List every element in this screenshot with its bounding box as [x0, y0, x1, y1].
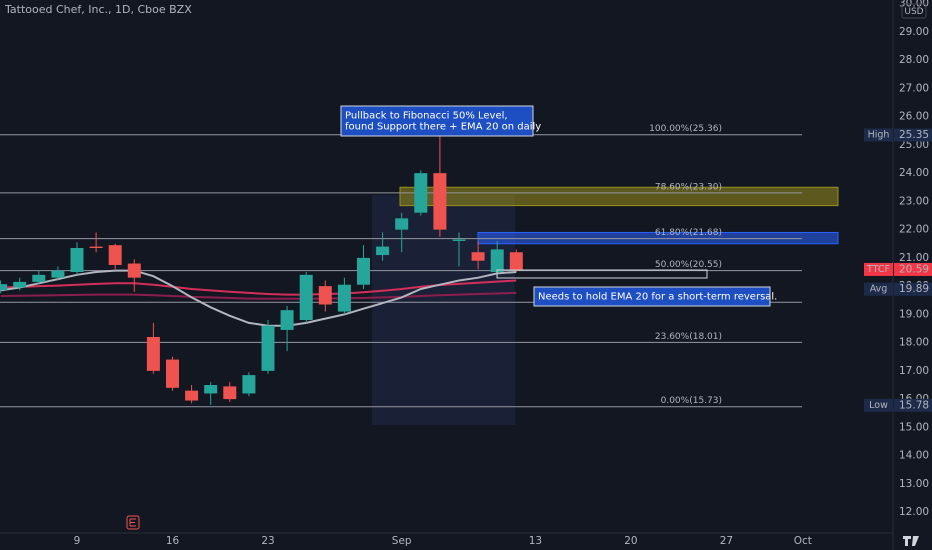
- x-tick-label: 20: [624, 535, 637, 547]
- badge-price: 15.78: [899, 399, 929, 411]
- annotation-text: Pullback to Fibonacci 50% Level,: [345, 111, 508, 122]
- earnings-icon: [126, 515, 140, 530]
- fib-label: 23.60%(18.01): [655, 332, 722, 342]
- badge-price: 25.35: [899, 129, 929, 141]
- x-tick-label: 23: [261, 535, 274, 547]
- moving-average: [0, 291, 517, 300]
- candle-body: [89, 246, 103, 248]
- x-tick-label: Oct: [794, 535, 812, 547]
- y-tick-label: 26.00: [899, 111, 929, 123]
- hold-zone: [496, 269, 708, 279]
- candle-body: [127, 263, 141, 278]
- zone: [477, 231, 839, 245]
- candle-body: [146, 336, 160, 371]
- y-tick-label: 18.00: [899, 337, 929, 349]
- candle-body: [261, 325, 275, 371]
- candle-body: [32, 274, 46, 282]
- badge-price-bg: [894, 398, 932, 412]
- currency-box: [901, 3, 927, 19]
- y-tick-label: 12.00: [899, 506, 929, 518]
- candle-body: [242, 375, 256, 394]
- candle-body: [299, 274, 313, 321]
- y-tick-label: 22.00: [899, 224, 929, 236]
- y-tick-label: 19.00: [899, 308, 929, 320]
- candle-body: [318, 286, 332, 305]
- candle-body: [357, 257, 370, 285]
- candle-body: [280, 310, 294, 330]
- badge-price-bg: [894, 262, 932, 276]
- candle-body: [509, 252, 523, 270]
- annotation-box: [533, 286, 771, 307]
- x-tick-label: 9: [74, 535, 81, 547]
- badge-name-bg: [864, 282, 893, 296]
- badge-name: High: [868, 130, 890, 141]
- y-tick-label: 17.00: [899, 365, 929, 377]
- badge-name: Low: [869, 400, 888, 411]
- x-tick-label: 13: [529, 535, 542, 547]
- candle-body: [204, 384, 218, 394]
- fib-label: 61.80%(21.68): [655, 228, 722, 238]
- y-tick-label: 30.00: [899, 0, 929, 10]
- y-tick-label: 15.00: [899, 421, 929, 433]
- badge-name: Avg: [870, 284, 888, 295]
- currency: USD: [904, 7, 923, 17]
- annotation-text: Needs to hold EMA 20 for a short-term re…: [538, 292, 777, 303]
- candle-body: [337, 284, 351, 312]
- zone: [399, 186, 839, 207]
- candle-body: [166, 359, 179, 388]
- y-tick-label: 27.00: [899, 82, 929, 94]
- candle-body: [223, 386, 237, 400]
- y-tick-label: 23.00: [899, 195, 929, 207]
- candle-body: [0, 284, 8, 291]
- x-tick-label: Sep: [392, 535, 412, 547]
- y-tick-label: 14.00: [899, 450, 929, 462]
- badge-price-bg: [894, 282, 932, 296]
- badge-name-bg: [864, 128, 893, 142]
- candle-body: [433, 173, 447, 230]
- fib-label: 78.60%(23.30): [655, 182, 722, 192]
- candle-body: [414, 173, 428, 213]
- y-tick-label: 13.00: [899, 478, 929, 490]
- logo: [903, 536, 919, 546]
- fib-label: 100.00%(25.36): [649, 124, 722, 134]
- y-tick-label: 25.00: [899, 139, 929, 151]
- badge-name-bg: [864, 262, 893, 276]
- candle-body: [185, 390, 199, 401]
- fib-label: 0.00%(15.73): [661, 396, 722, 406]
- annotation-box: [340, 105, 534, 137]
- candle-body: [51, 270, 65, 278]
- fib-label: 50.00%(20.55): [655, 260, 722, 270]
- annotation-text: found Support there + EMA 20 on daily: [345, 122, 541, 133]
- candle-body: [376, 246, 390, 256]
- candle-body: [395, 218, 409, 230]
- x-tick-label: 27: [720, 535, 733, 547]
- badge-price: 20.59: [899, 263, 929, 275]
- chart-title: Tattooed Chef, Inc., 1D, Cboe BZX: [4, 3, 192, 16]
- candle-body: [490, 249, 504, 273]
- x-tick-label: 16: [166, 535, 180, 547]
- candle-body: [471, 252, 485, 261]
- y-tick-label: 24.00: [899, 167, 929, 179]
- candle-body: [108, 245, 122, 265]
- y-tick-label: 28.00: [899, 54, 929, 66]
- candle-body: [452, 239, 466, 241]
- badge-name: TTCF: [866, 264, 890, 275]
- y-tick-label: 21.00: [899, 252, 929, 264]
- candle-body: [13, 281, 27, 288]
- y-tick-label: 29.00: [899, 26, 929, 38]
- earnings-icon-glyph: [129, 518, 136, 527]
- candle-body: [70, 247, 84, 273]
- moving-average: [0, 269, 517, 327]
- badge-price: 19.89: [899, 283, 929, 295]
- badge-name-bg: [864, 398, 893, 412]
- badge-price-bg: [894, 128, 932, 142]
